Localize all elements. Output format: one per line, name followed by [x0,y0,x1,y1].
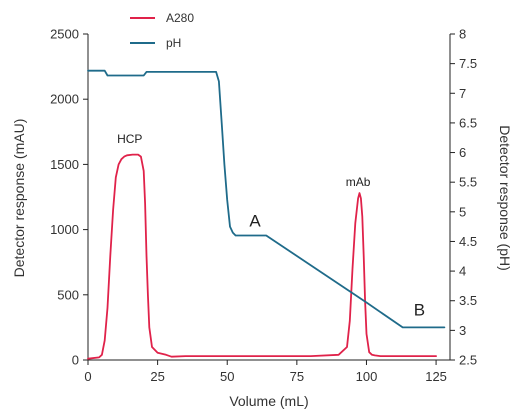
left-y-axis-title: Detector response (mAU) [11,119,27,278]
y-tick-label: 2500 [50,27,79,42]
x-tick-label: 25 [150,369,164,384]
annotation-hcp: HCP [117,132,142,146]
legend-label-a280: A280 [166,11,194,25]
y-tick-label: 0 [72,353,79,368]
legend-label-ph: pH [166,36,181,50]
y-tick-label: 500 [57,287,79,302]
y2-tick-label: 3 [459,323,466,338]
y-tick-label: 2000 [50,92,79,107]
y2-tick-label: 6 [459,145,466,160]
x-axis-title: Volume (mL) [229,393,308,409]
y-tick-label: 1500 [50,157,79,172]
y2-tick-label: 7 [459,86,466,101]
y2-tick-label: 5 [459,204,466,219]
x-ticks: 0 25 50 75 100 125 [84,360,447,384]
series-line-ph [87,69,446,329]
x-tick-label: 125 [425,369,447,384]
y2-tick-label: 5.5 [459,175,477,190]
x-tick-label: 75 [290,369,304,384]
y2-tick-label: 8 [459,27,466,42]
y2-tick-label: 3.5 [459,293,477,308]
series-line-a280 [87,153,438,360]
y2-tick-label: 4 [459,264,466,279]
x-tick-label: 50 [220,369,234,384]
right-y-ticks: 2.5 3 3.5 4 4.5 5 5.5 6 6.5 7 7.5 8 [450,27,477,368]
legend: A280 pH [130,11,194,50]
y2-tick-label: 4.5 [459,234,477,249]
annotation-layer: HCP mAb A B [117,132,425,320]
y-tick-label: 1000 [50,222,79,237]
right-y-axis-title: Detector response (pH) [497,125,513,271]
y2-tick-label: 7.5 [459,56,477,71]
left-y-ticks: 0 500 1000 1500 2000 2500 [50,27,88,368]
annotation-b: B [414,301,425,320]
annotation-a: A [249,212,261,231]
annotation-mab: mAb [346,175,371,189]
series-layer [87,69,446,360]
y2-tick-label: 6.5 [459,115,477,130]
x-tick-label: 0 [84,369,91,384]
x-tick-label: 100 [356,369,378,384]
y2-tick-label: 2.5 [459,353,477,368]
